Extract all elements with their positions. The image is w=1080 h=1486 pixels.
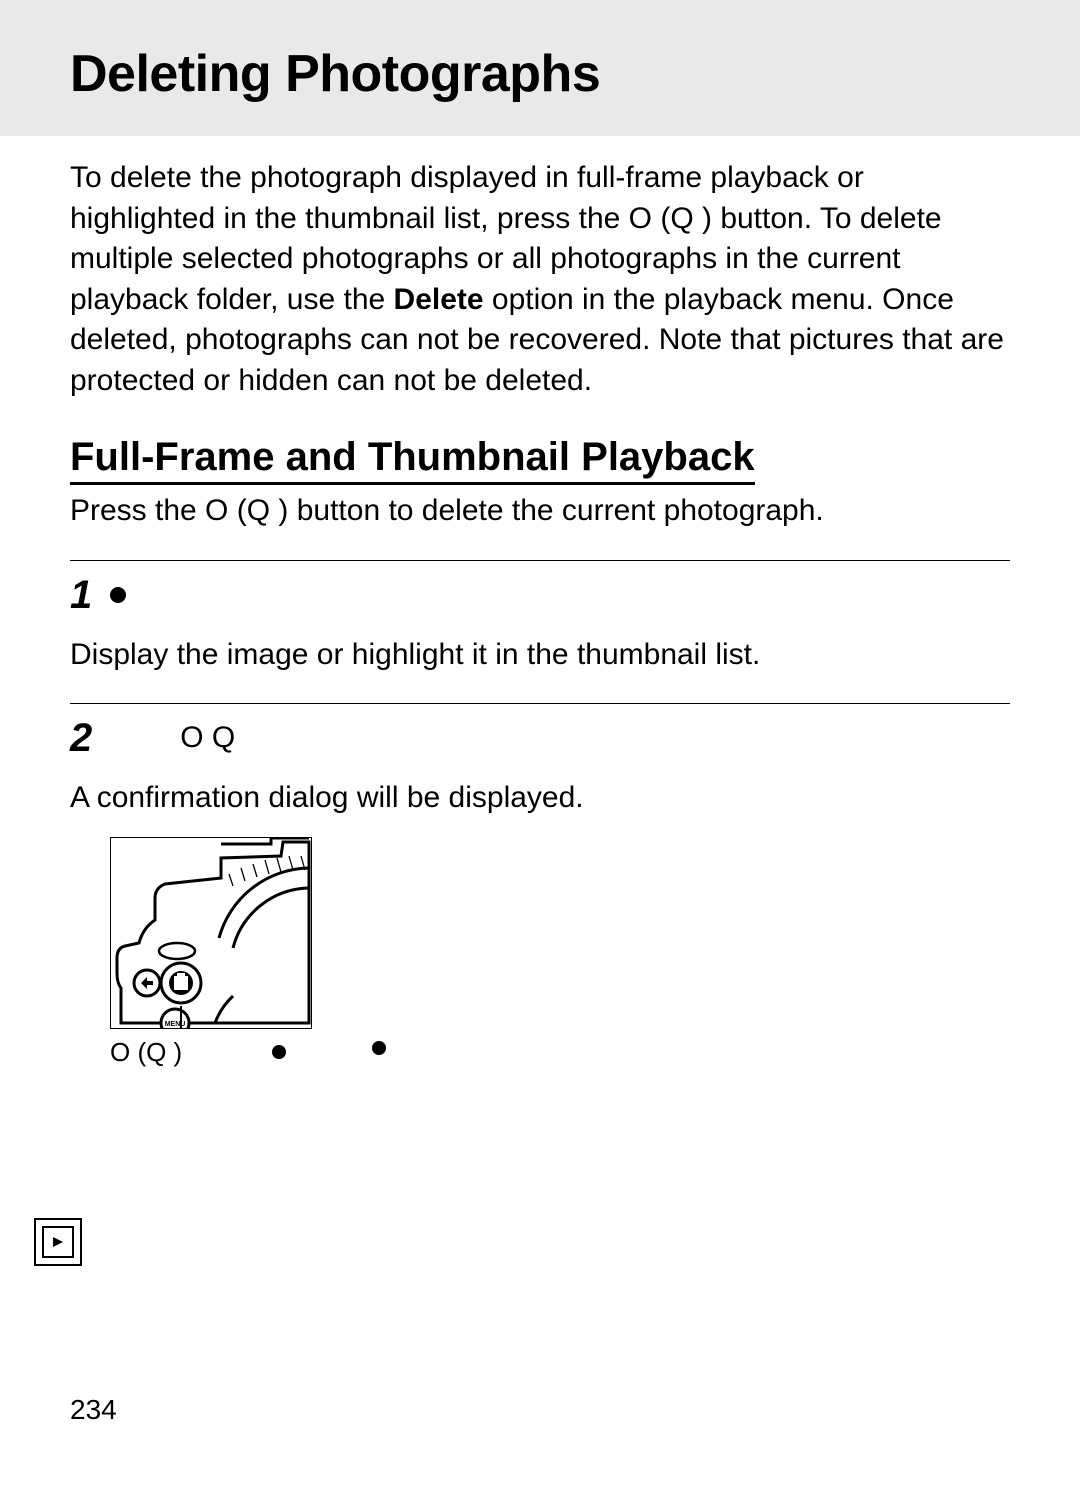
diagram-col: MENU O (Q ) [110,837,312,1068]
playback-tab-icon [42,1226,74,1258]
side-tab [34,1218,82,1266]
step-1-header: 1 [70,575,1010,615]
step-2-header: 2 O Q [70,718,1010,758]
bullet-icon [272,1045,286,1059]
bullet-icon [110,587,126,603]
section-heading: Full-Frame and Thumbnail Playback [70,435,755,485]
step-2: 2 O Q A confirmation dialog will be disp… [70,703,1010,1068]
step-2-desc: A confirmation dialog will be displayed. [70,778,1010,819]
title-box: Deleting Photographs [0,0,1080,136]
step-1-desc: Display the image or highlight it in the… [70,635,1010,676]
svg-text:MENU: MENU [165,1021,186,1028]
section-sub: Press the O (Q ) button to delete the cu… [70,491,1010,532]
page-number: 234 [70,1394,117,1426]
bullet-icon [372,1041,386,1055]
step-1: 1 Display the image or highlight it in t… [70,560,1010,676]
caption-button-label: O (Q ) [110,1037,182,1068]
step-2-label: O Q [180,721,235,755]
page-title: Deleting Photographs [70,44,1010,104]
step-2-number: 2 [70,718,92,758]
diagram-right-marker [372,1041,386,1068]
body-content: To delete the photograph displayed in fu… [0,136,1080,1068]
intro-bold: Delete [394,283,484,316]
camera-line-art-icon: MENU [111,838,311,1028]
diagram-caption: O (Q ) [110,1037,312,1068]
intro-paragraph: To delete the photograph displayed in fu… [70,158,1010,401]
diagram-row: MENU O (Q ) [110,837,1010,1068]
camera-diagram: MENU [110,837,312,1029]
step-1-number: 1 [70,575,92,615]
